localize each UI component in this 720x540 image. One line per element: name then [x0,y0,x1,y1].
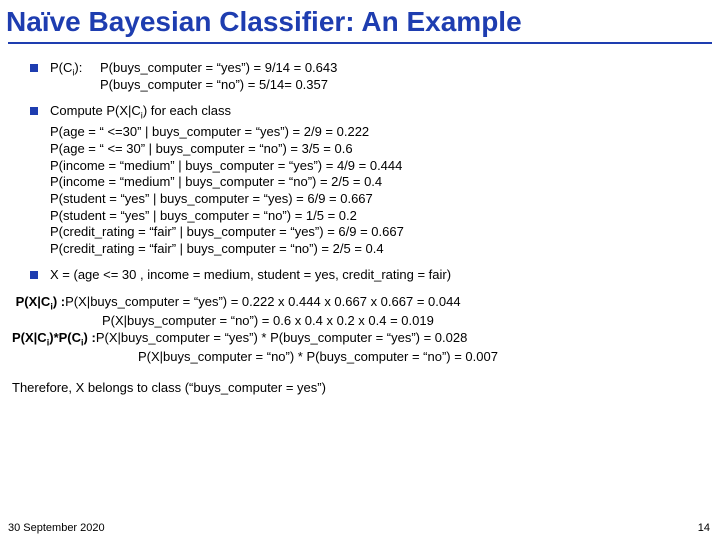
bullet-icon [30,64,38,72]
compute-lines: P(age = “ <=30” | buys_computer = “yes”)… [50,124,698,257]
footer-date: 30 September 2020 [8,522,105,534]
compute-l7: P(credit_rating = “fair” | buys_computer… [50,224,698,241]
compute-l6: P(student = “yes” | buys_computer = “no”… [50,208,698,225]
slide-title: Naïve Bayesian Classifier: An Example [0,0,720,40]
compute-l5: P(student = “yes” | buys_computer = “yes… [50,191,698,208]
compute-l2: P(age = “ <= 30” | buys_computer = “no”)… [50,141,698,158]
pci-lead: P(Ci): [50,60,100,93]
x-lead: X = (age <= 30 , income = medium, studen… [50,267,451,284]
bullet-icon [30,271,38,279]
footer-page: 14 [698,522,710,534]
pxcipci-l2: P(X|buys_computer = “no”) * P(buys_compu… [12,349,698,366]
pxci-l1: P(X|buys_computer = “yes”) = 0.222 x 0.4… [65,294,460,313]
title-rule [8,42,712,44]
pxci-l2: P(X|buys_computer = “no”) = 0.6 x 0.4 x … [12,313,698,330]
compute-l8: P(credit_rating = “fair” | buys_computer… [50,241,698,258]
compute-l4: P(income = “medium” | buys_computer = “n… [50,174,698,191]
bullet-icon [30,107,38,115]
pxcipci-label: P(X|Ci)*P(Ci) : [12,330,96,349]
pci-line-1: P(buys_computer = “yes”) = 9/14 = 0.643 [100,60,337,77]
pxci-block: P(X|Ci) : P(X|buys_computer = “yes”) = 0… [12,294,698,366]
pci-line-2: P(buys_computer = “no”) = 5/14= 0.357 [100,77,337,94]
slide-body: P(Ci): P(buys_computer = “yes”) = 9/14 =… [0,50,720,396]
compute-l1: P(age = “ <=30” | buys_computer = “yes”)… [50,124,698,141]
slide-footer: 30 September 2020 14 [8,522,710,534]
bullet-row-pxci-compute: Compute P(X|Ci) for each class [30,103,698,122]
bullet-row-pci: P(Ci): P(buys_computer = “yes”) = 9/14 =… [30,60,698,93]
pxci-label: P(X|Ci) : [16,294,66,313]
bullet-row-x: X = (age <= 30 , income = medium, studen… [30,267,698,284]
compute-lead: Compute P(X|Ci) for each class [50,103,231,122]
pxcipci-l1: P(X|buys_computer = “yes”) * P(buys_comp… [96,330,468,349]
conclusion: Therefore, X belongs to class (“buys_com… [12,380,698,397]
compute-l3: P(income = “medium” | buys_computer = “y… [50,158,698,175]
